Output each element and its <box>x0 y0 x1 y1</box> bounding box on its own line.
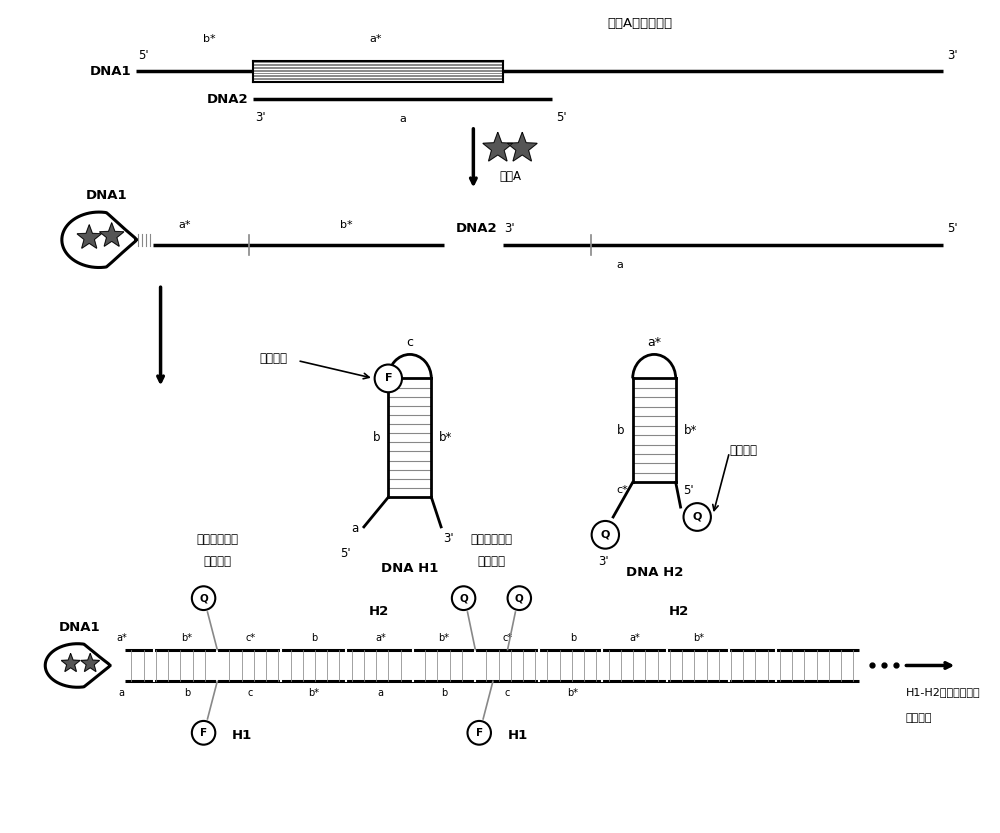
Text: H1-H2不断重复组装: H1-H2不断重复组装 <box>905 687 980 697</box>
Text: 荧光基团: 荧光基团 <box>260 352 288 365</box>
Text: b*: b* <box>684 424 697 436</box>
Text: a*: a* <box>116 633 127 643</box>
Text: 3': 3' <box>598 555 609 567</box>
Text: 5': 5' <box>138 48 149 62</box>
Polygon shape <box>45 644 110 687</box>
Text: DNA H2: DNA H2 <box>626 566 683 580</box>
Text: 双酚A的核酸适体: 双酚A的核酸适体 <box>607 17 672 30</box>
Text: c*: c* <box>503 633 513 643</box>
Circle shape <box>192 586 215 610</box>
Text: 双酚A: 双酚A <box>500 170 522 183</box>
Text: 3': 3' <box>443 531 454 545</box>
Text: F: F <box>385 373 392 383</box>
Text: b: b <box>373 431 381 444</box>
Text: c: c <box>406 337 413 350</box>
Text: 淡灭荧光: 淡灭荧光 <box>905 713 932 723</box>
Text: 淡灭荧光: 淡灭荧光 <box>203 556 231 568</box>
Text: Q: Q <box>459 593 468 603</box>
Text: a*: a* <box>179 220 191 230</box>
Circle shape <box>508 586 531 610</box>
Text: Q: Q <box>515 593 524 603</box>
Text: a: a <box>399 114 406 124</box>
Polygon shape <box>507 132 537 161</box>
Circle shape <box>684 503 711 531</box>
Text: a*: a* <box>629 633 640 643</box>
Text: b: b <box>617 424 625 436</box>
Text: b*: b* <box>439 431 453 444</box>
Text: DNA1: DNA1 <box>86 189 128 202</box>
Text: 3': 3' <box>255 111 266 124</box>
Text: Q: Q <box>693 512 702 522</box>
Text: b*: b* <box>439 633 450 643</box>
Text: H2: H2 <box>368 605 389 618</box>
Text: 3': 3' <box>947 48 958 62</box>
Text: DNA1: DNA1 <box>59 621 100 634</box>
Text: b: b <box>570 633 576 643</box>
Text: b*: b* <box>340 220 353 230</box>
Text: a*: a* <box>369 34 382 44</box>
Text: c: c <box>248 688 253 698</box>
Text: 5': 5' <box>947 222 958 235</box>
Circle shape <box>592 521 619 549</box>
Polygon shape <box>62 212 136 267</box>
Text: DNA H1: DNA H1 <box>381 561 439 575</box>
Polygon shape <box>100 223 124 247</box>
Circle shape <box>452 586 475 610</box>
Circle shape <box>375 365 402 392</box>
Text: 荧光能量转移: 荧光能量转移 <box>196 532 238 546</box>
Text: a*: a* <box>375 633 386 643</box>
Text: b: b <box>441 688 447 698</box>
Text: b: b <box>311 633 317 643</box>
Text: 5': 5' <box>556 111 567 124</box>
Text: 荧光能量转移: 荧光能量转移 <box>470 532 512 546</box>
Polygon shape <box>77 225 101 248</box>
Text: 淡灭荧光: 淡灭荧光 <box>477 556 505 568</box>
Text: a: a <box>118 688 124 698</box>
Text: DNA1: DNA1 <box>90 65 131 78</box>
Text: H1: H1 <box>232 729 252 742</box>
Text: c: c <box>505 688 510 698</box>
Text: 5': 5' <box>684 484 694 497</box>
Text: c*: c* <box>616 485 628 495</box>
Text: F: F <box>200 728 207 738</box>
Text: b: b <box>184 688 190 698</box>
Polygon shape <box>483 132 513 161</box>
Text: b*: b* <box>693 633 704 643</box>
Text: b*: b* <box>203 34 216 44</box>
Text: H1: H1 <box>508 729 528 742</box>
Text: a*: a* <box>647 337 661 350</box>
Text: H2: H2 <box>669 605 689 618</box>
Text: 3': 3' <box>505 222 515 235</box>
Circle shape <box>192 721 215 745</box>
Text: a: a <box>378 688 384 698</box>
Text: DNA2: DNA2 <box>207 92 249 106</box>
Text: c*: c* <box>245 633 256 643</box>
Text: Q: Q <box>601 530 610 540</box>
Polygon shape <box>61 654 80 671</box>
Circle shape <box>467 721 491 745</box>
Text: Q: Q <box>199 593 208 603</box>
Text: a: a <box>352 522 359 535</box>
Text: 5': 5' <box>341 546 351 560</box>
Text: b*: b* <box>309 688 320 698</box>
Text: b*: b* <box>568 688 579 698</box>
Text: F: F <box>476 728 483 738</box>
Polygon shape <box>81 654 99 671</box>
Text: 淡灭基团: 淡灭基团 <box>729 444 757 456</box>
Text: a: a <box>617 260 623 270</box>
Text: b*: b* <box>181 633 192 643</box>
Text: DNA2: DNA2 <box>456 222 498 235</box>
Bar <box>253 61 503 82</box>
